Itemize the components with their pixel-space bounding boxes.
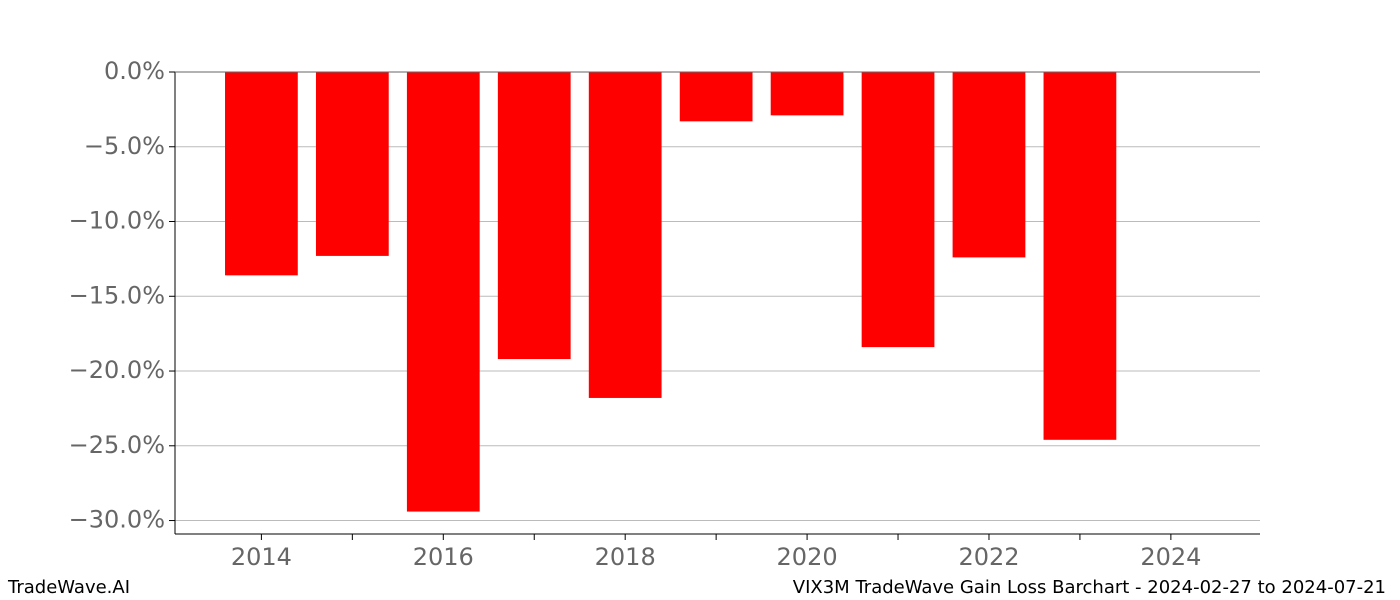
bar: [588, 72, 662, 398]
bar: [1043, 72, 1117, 440]
y-tick-label: −25.0%: [69, 431, 165, 459]
y-tick-label: −10.0%: [69, 207, 165, 235]
footer-right: VIX3M TradeWave Gain Loss Barchart - 202…: [793, 577, 1386, 598]
y-tick-label: −20.0%: [69, 356, 165, 384]
footer-left: TradeWave.AI: [7, 577, 130, 598]
x-tick-label: 2024: [1140, 543, 1201, 571]
x-tick-label: 2020: [777, 543, 838, 571]
x-tick-label: 2022: [958, 543, 1019, 571]
bar: [406, 72, 480, 512]
bar: [315, 72, 389, 256]
bar: [497, 72, 571, 360]
bar: [225, 72, 298, 276]
bar: [679, 72, 753, 122]
x-tick-label: 2016: [413, 543, 474, 571]
y-tick-label: −15.0%: [69, 281, 165, 309]
y-tick-label: −5.0%: [84, 132, 165, 160]
x-tick-label: 2014: [231, 543, 292, 571]
y-tick-label: −30.0%: [69, 506, 165, 534]
bar: [861, 72, 935, 348]
y-tick-label: 0.0%: [104, 57, 165, 85]
bar: [952, 72, 1026, 258]
x-tick-label: 2018: [595, 543, 656, 571]
bar: [770, 72, 844, 116]
